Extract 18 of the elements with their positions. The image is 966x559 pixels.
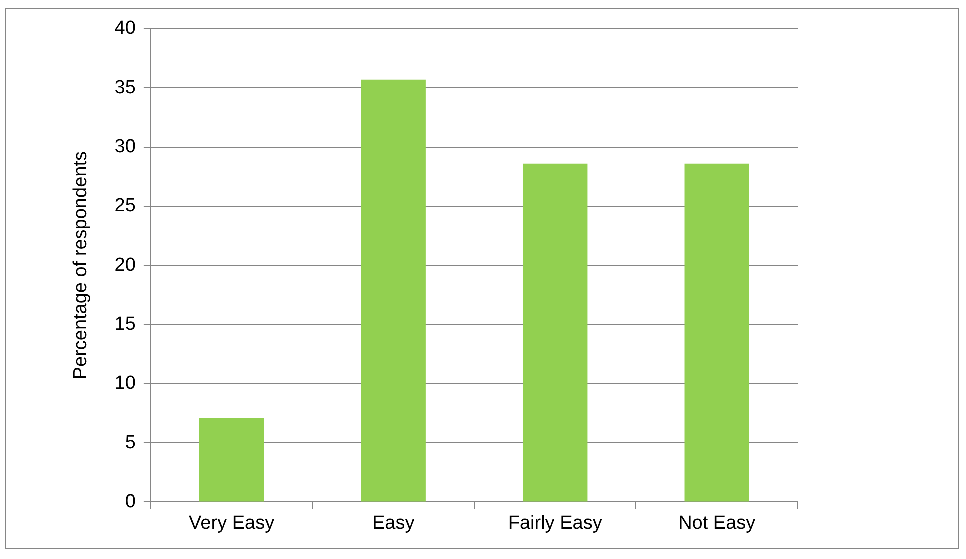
x-tick-label: Easy (372, 512, 416, 534)
bar (199, 418, 264, 502)
y-tick-label: 5 (125, 432, 136, 454)
y-tick-label: 10 (114, 373, 136, 394)
x-tick-label: Fairly Easy (508, 512, 603, 534)
y-tick-label: 35 (114, 77, 136, 98)
bar (522, 164, 588, 502)
x-tick-label: Very Easy (189, 512, 276, 534)
y-tick-label: 15 (114, 314, 136, 335)
y-tick-label: 30 (114, 136, 136, 158)
y-tick-label: 20 (114, 254, 136, 276)
bar (361, 80, 426, 502)
y-tick-label: 40 (114, 18, 136, 40)
bar (684, 164, 750, 502)
y-tick-label: 25 (114, 196, 136, 217)
y-tick-label: 0 (125, 491, 136, 512)
y-axis-title: Percentage of respondents (70, 152, 92, 380)
x-tick-label: Not Easy (678, 512, 756, 534)
